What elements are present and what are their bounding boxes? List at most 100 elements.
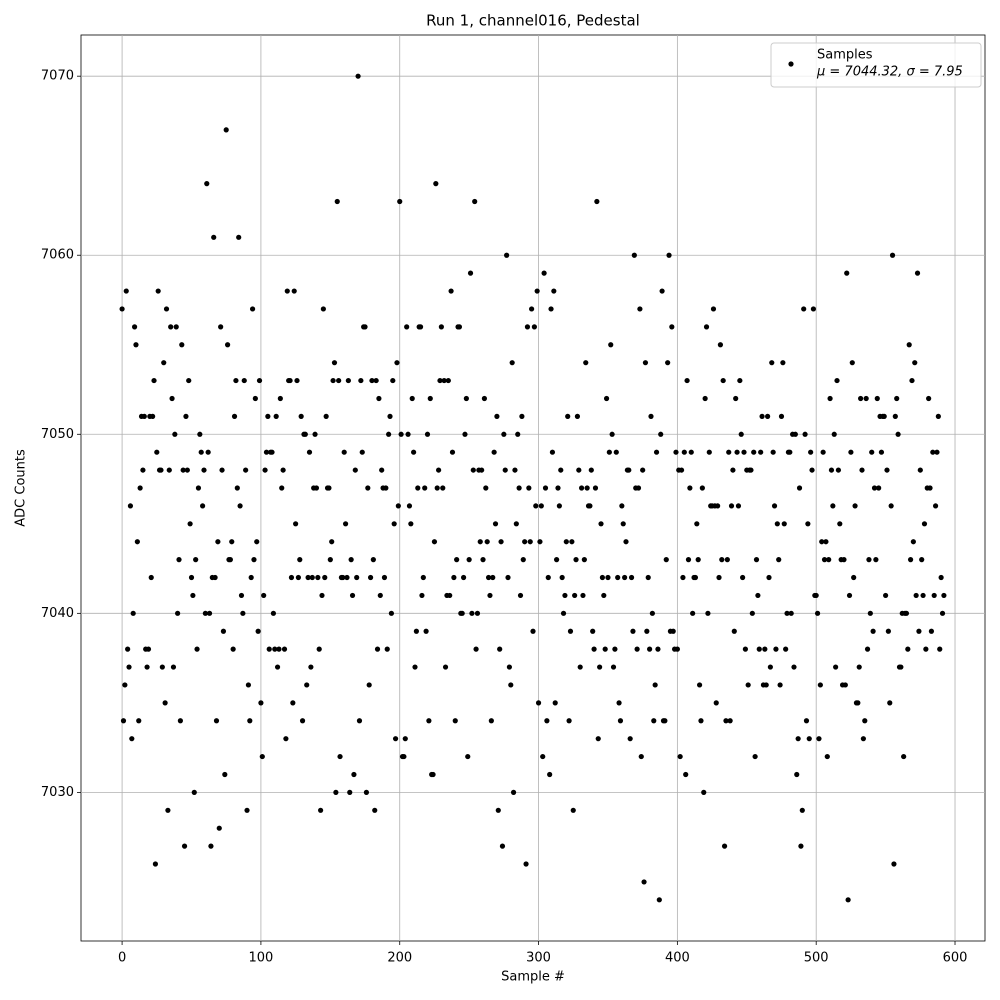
- point: [935, 413, 941, 419]
- point: [295, 574, 301, 581]
- point: [487, 592, 493, 599]
- point: [219, 467, 225, 473]
- point: [456, 324, 463, 330]
- point: [727, 718, 733, 724]
- point: [837, 521, 843, 527]
- point: [299, 718, 306, 724]
- point: [449, 449, 456, 455]
- point: [223, 127, 229, 133]
- point: [472, 198, 478, 205]
- point: [885, 628, 891, 634]
- point: [281, 646, 288, 652]
- point: [351, 771, 357, 778]
- point: [601, 592, 607, 599]
- point: [917, 467, 923, 473]
- point: [497, 646, 503, 652]
- point: [231, 413, 238, 419]
- point: [304, 682, 310, 688]
- point: [341, 449, 347, 455]
- point: [756, 646, 762, 652]
- point: [240, 610, 246, 616]
- point: [424, 431, 431, 437]
- point: [366, 682, 372, 688]
- point: [266, 646, 272, 652]
- point: [291, 288, 297, 294]
- point: [252, 395, 258, 402]
- point: [769, 360, 775, 366]
- point: [222, 771, 228, 778]
- point: [859, 467, 865, 473]
- point: [570, 807, 576, 813]
- point: [606, 449, 612, 455]
- point: [763, 682, 769, 688]
- point: [248, 574, 254, 581]
- point: [781, 521, 787, 527]
- point: [884, 467, 890, 473]
- point: [427, 395, 433, 402]
- point: [216, 825, 222, 831]
- point: [326, 485, 332, 491]
- point: [187, 521, 193, 527]
- point: [669, 324, 675, 330]
- point: [162, 700, 168, 706]
- legend-label: Samples: [817, 48, 873, 63]
- point: [734, 449, 740, 455]
- point: [706, 449, 712, 455]
- point: [485, 574, 492, 581]
- point: [277, 395, 283, 402]
- point: [349, 592, 356, 599]
- point: [765, 413, 771, 419]
- point: [122, 682, 128, 688]
- point: [462, 431, 468, 437]
- point: [466, 557, 472, 563]
- point: [298, 413, 304, 419]
- point: [397, 198, 403, 205]
- point: [617, 718, 624, 724]
- point: [510, 789, 517, 795]
- point: [474, 610, 481, 616]
- point: [230, 646, 236, 652]
- point: [334, 198, 340, 205]
- point: [516, 485, 522, 491]
- point: [287, 377, 293, 384]
- point: [163, 306, 170, 312]
- point: [169, 395, 175, 402]
- point: [619, 503, 625, 509]
- point: [567, 628, 574, 634]
- point: [799, 807, 805, 813]
- point: [903, 610, 910, 616]
- point: [383, 485, 389, 491]
- point: [517, 592, 524, 599]
- point: [213, 718, 220, 724]
- point: [249, 306, 256, 312]
- point: [547, 771, 553, 778]
- point: [144, 664, 150, 670]
- point: [145, 646, 152, 652]
- point: [680, 574, 686, 581]
- point: [603, 395, 610, 402]
- point: [305, 574, 311, 581]
- point: [724, 557, 730, 563]
- point: [805, 521, 811, 527]
- point: [358, 377, 364, 384]
- point: [406, 503, 413, 509]
- point: [826, 557, 832, 563]
- point: [369, 377, 375, 384]
- point: [408, 521, 414, 527]
- point: [699, 485, 705, 491]
- point: [745, 682, 751, 688]
- point: [937, 646, 943, 652]
- point: [297, 557, 303, 563]
- point: [717, 342, 724, 348]
- point: [336, 377, 342, 384]
- point: [315, 574, 321, 581]
- point: [293, 521, 299, 527]
- point: [674, 646, 680, 652]
- point: [642, 360, 649, 366]
- point: [655, 646, 661, 652]
- point: [140, 467, 146, 473]
- point: [758, 449, 764, 455]
- point: [845, 897, 851, 903]
- point: [863, 395, 869, 402]
